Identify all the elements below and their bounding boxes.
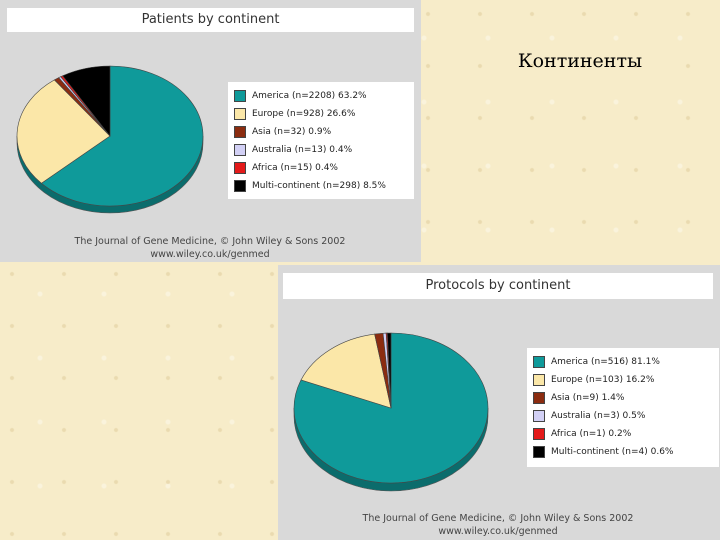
pie-slice [40, 65, 204, 207]
legend-item: America (n=516) 81.1% [533, 353, 713, 371]
legend-swatch [234, 180, 246, 192]
legend-label: Australia (n=3) 0.5% [551, 411, 646, 421]
chart-credit: The Journal of Gene Medicine, © John Wil… [338, 512, 658, 538]
legend-label: Africa (n=1) 0.2% [551, 429, 632, 439]
legend-item: Australia (n=13) 0.4% [234, 141, 408, 159]
legend-label: Africa (n=15) 0.4% [252, 163, 338, 173]
legend-swatch [234, 90, 246, 102]
legend-label: Asia (n=9) 1.4% [551, 393, 625, 403]
legend-swatch [234, 126, 246, 138]
credit-url: www.wiley.co.uk/genmed [438, 526, 558, 537]
protocols-pie-chart [293, 332, 489, 492]
legend-swatch [533, 428, 545, 440]
legend-label: Europe (n=103) 16.2% [551, 375, 655, 385]
pie-slice [300, 333, 392, 409]
pie-slice [387, 332, 392, 409]
legend-label: Europe (n=928) 26.6% [252, 109, 356, 119]
protocols-chart-panel: Protocols by continent America (n=516) 8… [278, 265, 720, 540]
legend-swatch [533, 410, 545, 422]
legend-label: America (n=516) 81.1% [551, 357, 660, 367]
legend-item: Multi-continent (n=298) 8.5% [234, 177, 408, 195]
legend-item: Africa (n=15) 0.4% [234, 159, 408, 177]
legend-label: Australia (n=13) 0.4% [252, 145, 353, 155]
legend-label: Multi-continent (n=298) 8.5% [252, 181, 386, 191]
legend-item: Australia (n=3) 0.5% [533, 407, 713, 425]
credit-line: The Journal of Gene Medicine, © John Wil… [362, 513, 634, 524]
legend-item: Multi-continent (n=4) 0.6% [533, 443, 713, 461]
legend-swatch [533, 446, 545, 458]
legend-swatch [533, 392, 545, 404]
legend-swatch [234, 108, 246, 120]
credit-line: The Journal of Gene Medicine, © John Wil… [74, 236, 346, 247]
chart-title: Patients by continent [7, 8, 414, 32]
pie-slice [62, 65, 111, 137]
chart-legend: America (n=516) 81.1% Europe (n=103) 16.… [527, 348, 719, 467]
legend-label: America (n=2208) 63.2% [252, 91, 367, 101]
patients-chart-panel: Patients by continent America (n=2208) 6… [0, 0, 421, 262]
legend-swatch [234, 162, 246, 174]
legend-item: Europe (n=103) 16.2% [533, 371, 713, 389]
legend-label: Multi-continent (n=4) 0.6% [551, 447, 674, 457]
slide-title: Континенты [517, 50, 643, 72]
legend-swatch [234, 144, 246, 156]
legend-swatch [533, 356, 545, 368]
credit-url: www.wiley.co.uk/genmed [150, 249, 270, 260]
pie-slice [16, 79, 111, 184]
legend-swatch [533, 374, 545, 386]
chart-credit: The Journal of Gene Medicine, © John Wil… [60, 235, 360, 261]
legend-item: Asia (n=9) 1.4% [533, 389, 713, 407]
patients-pie-chart [16, 65, 204, 214]
legend-item: Europe (n=928) 26.6% [234, 105, 408, 123]
legend-item: Asia (n=32) 0.9% [234, 123, 408, 141]
legend-item: America (n=2208) 63.2% [234, 87, 408, 105]
chart-legend: America (n=2208) 63.2% Europe (n=928) 26… [228, 82, 414, 199]
legend-label: Asia (n=32) 0.9% [252, 127, 332, 137]
chart-title: Protocols by continent [283, 273, 713, 299]
legend-item: Africa (n=1) 0.2% [533, 425, 713, 443]
